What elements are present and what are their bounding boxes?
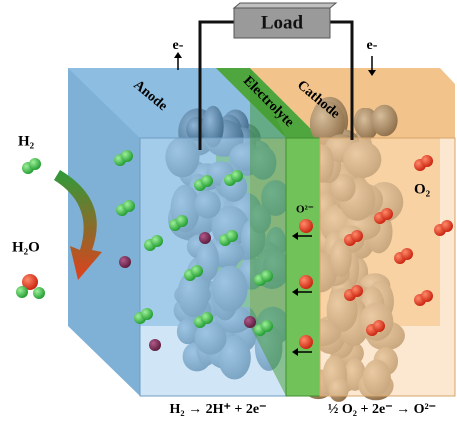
molecule-atom (441, 220, 453, 232)
oxide-ion (299, 275, 313, 289)
molecule-atom (231, 170, 243, 182)
water-h (16, 286, 28, 298)
cathode-pore (371, 105, 397, 137)
anode-equation: H₂ → 2H⁺ + 2e⁻ (170, 402, 267, 417)
molecule-atom (261, 270, 273, 282)
molecule-atom (191, 265, 203, 277)
species-label: H₂O (12, 239, 40, 255)
adsorbed-atom (199, 232, 211, 244)
species-label: O₂ (414, 181, 431, 197)
molecule-atom (351, 230, 363, 242)
molecule-atom (401, 248, 413, 260)
molecule-atom (381, 208, 393, 220)
molecule-atom (201, 175, 213, 187)
oxide-ion (299, 219, 313, 233)
species-label: O²⁻ (296, 204, 314, 216)
adsorbed-atom (119, 256, 131, 268)
molecule-atom (261, 320, 273, 332)
molecule-atom (121, 150, 133, 162)
molecule-atom (421, 155, 433, 167)
molecule-atom (151, 235, 163, 247)
adsorbed-atom (244, 316, 256, 328)
load-label: Load (261, 12, 304, 33)
electron-label: e- (173, 38, 184, 53)
molecule-atom (201, 312, 213, 324)
electrolyte-front (286, 138, 320, 396)
species-label: H₂ (18, 133, 35, 149)
oxide-ion (299, 335, 313, 349)
molecule-atom (351, 285, 363, 297)
molecule-atom (141, 308, 153, 320)
adsorbed-atom (149, 339, 161, 351)
electron-label: e- (367, 38, 378, 53)
molecule-atom (123, 200, 135, 212)
molecule-atom (226, 230, 238, 242)
water-h (33, 287, 45, 299)
molecule-atom (176, 215, 188, 227)
cathode-equation: ½ O₂ + 2e⁻ → O²⁻ (328, 402, 436, 417)
cathode-front (320, 138, 455, 396)
fuel-cell-diagram: Load e- e- Anode Electrolyte Cathode H₂ … (0, 0, 457, 429)
molecule-atom (421, 290, 433, 302)
molecule-atom (29, 158, 41, 170)
molecule-atom (373, 320, 385, 332)
load-box-top (234, 3, 336, 8)
